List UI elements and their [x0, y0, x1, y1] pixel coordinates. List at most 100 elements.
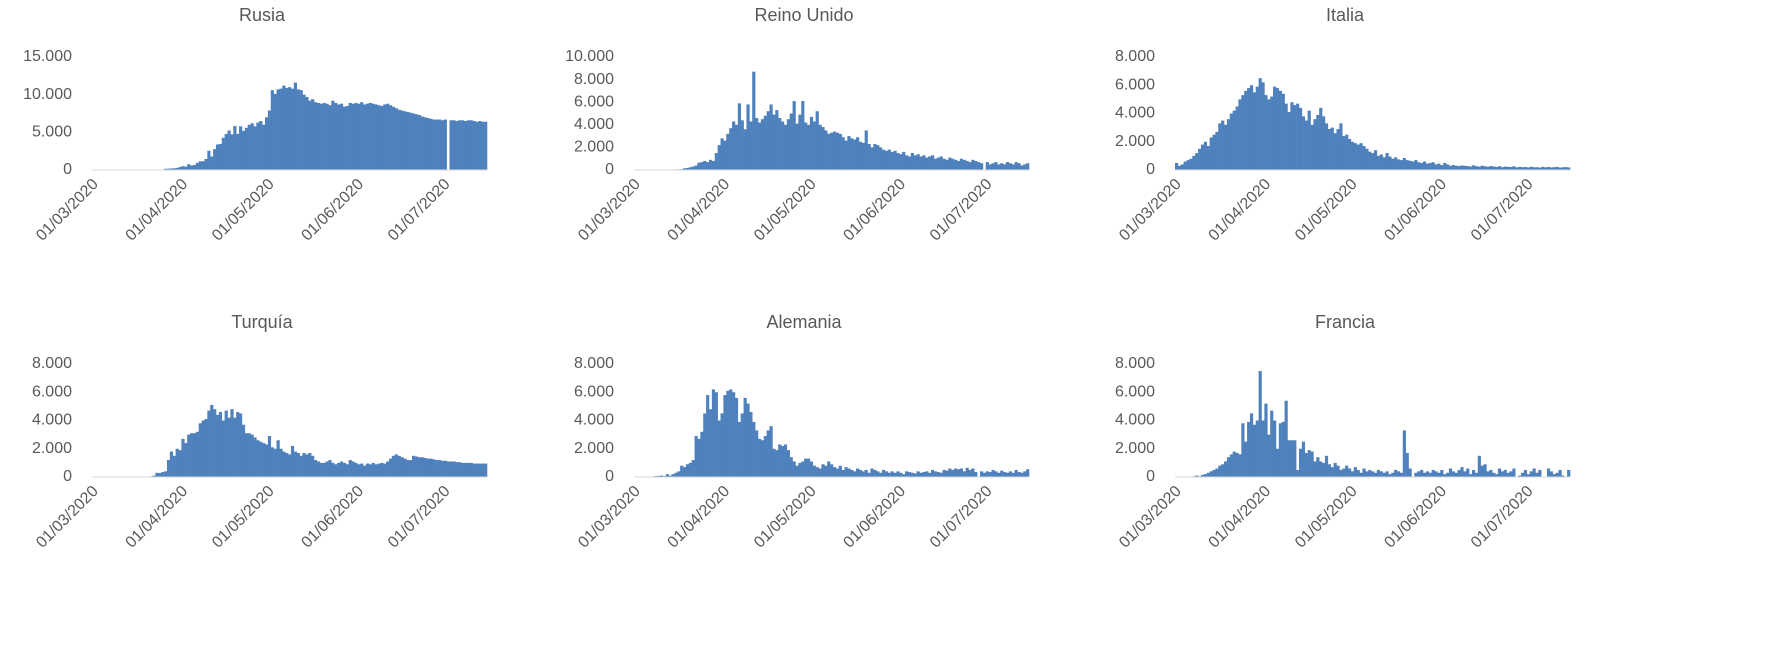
bar	[732, 121, 736, 170]
panel: Alemania 0 2.000 4.000 6.000 8.000 01/03/2020 0…	[574, 312, 1030, 552]
bar	[446, 461, 450, 477]
bar	[775, 110, 779, 170]
bar	[172, 455, 176, 477]
bar	[913, 473, 917, 477]
bar	[1417, 471, 1421, 477]
bar	[388, 105, 393, 170]
bar	[864, 469, 868, 477]
bar	[737, 103, 741, 170]
bar	[1261, 420, 1265, 477]
bar	[896, 471, 900, 477]
bar	[1469, 166, 1473, 170]
bar	[1270, 410, 1274, 477]
bar	[299, 455, 303, 477]
bar	[1235, 106, 1239, 170]
bar	[717, 420, 721, 477]
bar	[979, 163, 984, 170]
bar	[368, 102, 372, 170]
bar	[161, 472, 165, 477]
bar	[945, 470, 949, 477]
bar	[337, 462, 341, 478]
bar	[331, 100, 335, 170]
bar	[1518, 475, 1522, 477]
bar	[1014, 162, 1018, 170]
bar	[1385, 471, 1389, 477]
bar	[1175, 162, 1179, 170]
bar	[437, 460, 442, 477]
bar	[1000, 163, 1004, 170]
bar	[305, 96, 309, 170]
bar	[440, 460, 445, 477]
bar	[979, 471, 984, 477]
bar	[440, 120, 445, 170]
x-tick-label: 01/04/2020	[665, 176, 734, 245]
bar	[1342, 468, 1346, 477]
bar	[394, 108, 398, 170]
bar	[1327, 129, 1331, 170]
bar	[1313, 119, 1317, 170]
bar	[1451, 165, 1455, 170]
bar	[1350, 471, 1355, 477]
bar	[1304, 120, 1308, 170]
bar	[700, 431, 704, 477]
bar	[933, 471, 938, 477]
bar	[386, 461, 390, 477]
bar	[253, 437, 257, 477]
y-tick-label: 2.000	[574, 440, 614, 457]
bar	[907, 472, 912, 477]
bar	[1180, 164, 1184, 170]
bar	[345, 464, 349, 477]
bar	[1008, 471, 1012, 477]
bar	[841, 469, 845, 477]
bar	[752, 71, 756, 170]
bar	[1373, 472, 1378, 477]
bar	[1212, 134, 1216, 170]
bar	[948, 157, 952, 170]
bar	[256, 122, 260, 170]
bar	[1451, 471, 1455, 477]
bar	[339, 103, 344, 170]
bar	[1457, 166, 1461, 170]
bar	[166, 460, 171, 477]
bar	[406, 460, 410, 477]
bar	[1368, 469, 1372, 477]
bar	[377, 105, 381, 170]
bar	[1422, 161, 1427, 170]
bar	[290, 88, 295, 170]
bar	[172, 168, 176, 170]
bar	[308, 452, 312, 477]
bar	[1371, 471, 1375, 477]
bar	[1359, 143, 1363, 170]
y-tick-label: 0	[63, 161, 72, 178]
bar	[1247, 421, 1251, 477]
bar	[1252, 92, 1257, 170]
bar	[729, 389, 733, 477]
bar	[890, 151, 894, 170]
bar	[1399, 160, 1404, 170]
bar	[853, 471, 857, 477]
bar	[354, 102, 358, 170]
bar	[1339, 469, 1343, 477]
bar	[706, 395, 710, 477]
bar	[879, 147, 883, 170]
bar	[420, 116, 424, 170]
bar	[363, 104, 367, 170]
x-tick-label: 01/06/2020	[840, 483, 909, 552]
bar	[155, 472, 159, 477]
bar	[708, 409, 713, 477]
bar	[899, 154, 903, 170]
chart-title: Reino Unido	[754, 5, 853, 25]
bar	[942, 158, 946, 170]
bar	[1480, 465, 1484, 477]
bar	[977, 162, 981, 170]
bar	[348, 102, 352, 170]
bar	[169, 451, 174, 477]
bar	[1373, 150, 1378, 170]
bar	[677, 471, 681, 477]
bar	[870, 468, 874, 477]
bar	[1011, 164, 1015, 170]
bar	[192, 165, 197, 170]
bar	[1382, 472, 1386, 477]
bar	[1434, 164, 1438, 170]
bar	[818, 468, 822, 477]
